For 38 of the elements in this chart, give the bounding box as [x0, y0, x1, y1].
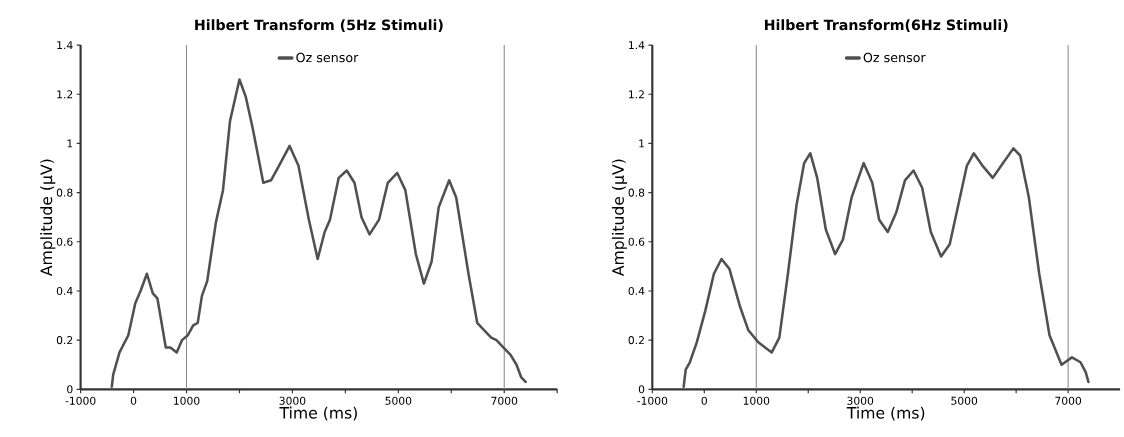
y-tick-label: 1.4 [57, 41, 73, 49]
y-tick-label: 0.8 [56, 188, 73, 197]
x-tick-label: 1000 [743, 396, 770, 405]
y-tick-label: 0.6 [628, 237, 645, 246]
legend-label: Oz sensor [296, 52, 359, 63]
y-tick-label: 1.2 [629, 90, 644, 99]
y-tick-label: 0.2 [56, 335, 73, 345]
y-tick-label: 0 [67, 385, 73, 394]
x-axis-title: Time (ms) [279, 406, 357, 421]
y-tick-label: 0 [638, 385, 645, 394]
x-tick-label: -1000 [637, 396, 668, 405]
x-tick-label: 3000 [847, 396, 874, 405]
x-tick-label: 3000 [279, 396, 306, 405]
x-tick-label: 0 [130, 396, 137, 405]
x-tick-label: 7000 [1055, 396, 1082, 405]
y-tick-label: 0.8 [628, 188, 645, 197]
y-axis-title: Amplitude (μV) [611, 159, 628, 276]
x-tick-label: 1000 [174, 396, 200, 405]
y-tick-label: 1 [639, 139, 644, 148]
y-tick-label: 1 [67, 139, 73, 148]
x-tick-label: 5000 [385, 396, 412, 405]
y-axis-title: Amplitude (μV) [40, 159, 56, 276]
y-tick-label: 0.4 [56, 286, 73, 295]
x-axis-title: Time (ms) [846, 406, 925, 421]
y-tick-label: 0.2 [628, 335, 644, 345]
x-tick-label: -1000 [65, 396, 96, 405]
x-tick-label: 0 [701, 396, 707, 405]
line-series [110, 78, 527, 388]
x-tick-label: 7000 [491, 396, 518, 405]
chart-title: Hilbert Transform(6Hz Stimuli) [764, 19, 1008, 32]
chart-title: Hilbert Transform (5Hz Stimuli) [195, 19, 443, 32]
y-tick-label: 0.6 [56, 237, 73, 246]
line-series [682, 146, 1090, 388]
x-tick-label: 5000 [951, 396, 978, 405]
legend-label: Oz sensor [863, 52, 926, 63]
y-tick-label: 0.4 [628, 286, 645, 295]
y-tick-label: 1.4 [629, 41, 645, 49]
y-tick-label: 1.2 [57, 90, 73, 99]
